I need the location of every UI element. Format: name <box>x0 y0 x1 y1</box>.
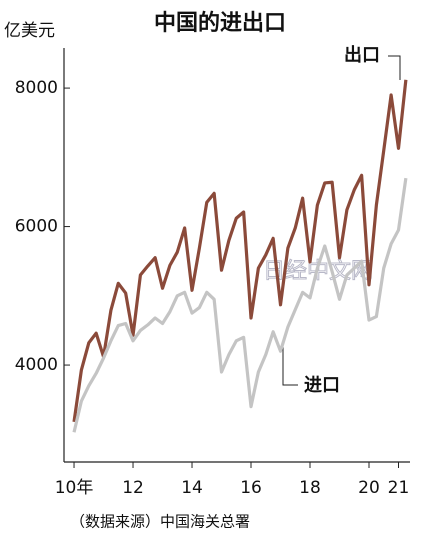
y-axis-label: 亿美元 <box>4 21 55 41</box>
y-tick-label: 4000 <box>15 355 58 375</box>
leader-line <box>388 55 401 80</box>
x-tick-label: 20 <box>358 478 380 498</box>
series-label: 出口 <box>344 44 380 66</box>
x-tick-label: 10年 <box>55 478 94 498</box>
chart-title: 中国的进出口 <box>154 10 286 36</box>
x-tick-label: 18 <box>299 478 321 498</box>
series-line <box>72 79 408 423</box>
series-line <box>72 177 408 433</box>
series-label: 进口 <box>304 375 340 396</box>
x-tick-label: 16 <box>240 478 262 498</box>
source: （数据来源）中国海关总署 <box>70 513 250 531</box>
x-tick-label: 14 <box>181 478 203 498</box>
x-tick-label: 21 <box>388 478 410 498</box>
x-tick-label: 12 <box>122 478 144 498</box>
y-tick-label: 6000 <box>15 217 58 237</box>
y-tick-label: 8000 <box>15 78 58 98</box>
leader-line <box>282 340 298 386</box>
